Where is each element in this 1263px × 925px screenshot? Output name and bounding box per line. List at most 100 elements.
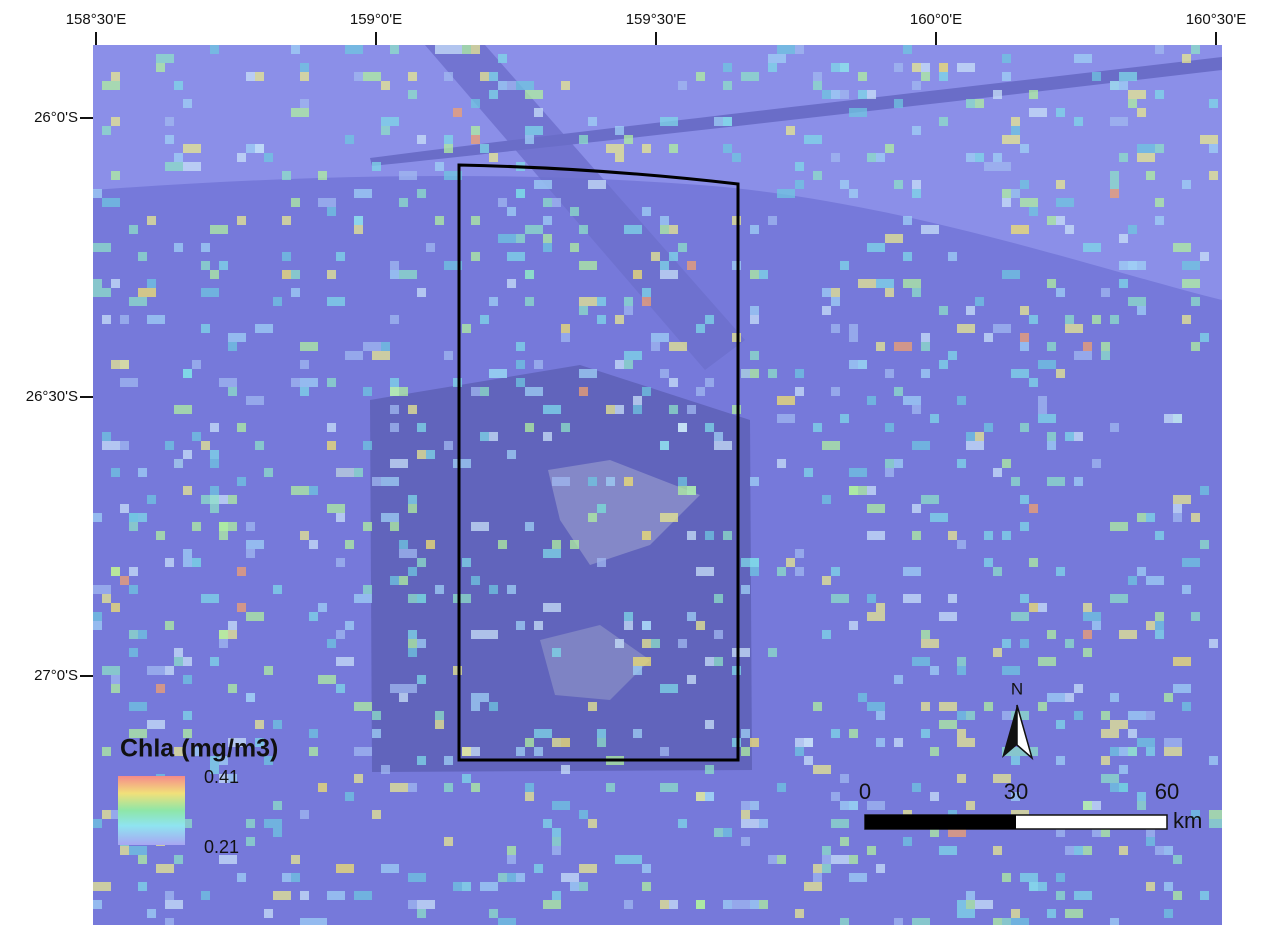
pixel [1065, 846, 1074, 855]
pixel [912, 567, 921, 576]
pixel [993, 324, 1011, 333]
pixel [336, 513, 345, 522]
pixel [264, 153, 273, 162]
pixel [624, 135, 633, 144]
pixel [1029, 504, 1038, 513]
pixel [741, 585, 750, 594]
pixel [1110, 81, 1128, 90]
pixel [1065, 693, 1074, 702]
pixel [867, 702, 885, 711]
pixel [840, 90, 849, 99]
pixel [1047, 441, 1056, 450]
pixel [444, 261, 462, 270]
pixel [966, 153, 975, 162]
pixel [1092, 72, 1101, 81]
pixel [849, 486, 867, 495]
pixel [1137, 801, 1146, 810]
pixel [1047, 693, 1065, 702]
pixel [867, 486, 876, 495]
pixel [669, 225, 678, 234]
pixel [1155, 198, 1164, 207]
pixel [768, 369, 777, 378]
pixel [579, 306, 588, 315]
pixel [1155, 621, 1164, 630]
pixel [336, 252, 345, 261]
pixel [318, 783, 327, 792]
pixel [138, 468, 147, 477]
pixel [696, 567, 714, 576]
pixel [1065, 639, 1074, 648]
pixel [777, 396, 795, 405]
pixel [1074, 54, 1092, 63]
north-arrow-left [1002, 705, 1017, 758]
pixel [1011, 189, 1020, 198]
pixel [822, 576, 831, 585]
pixel [309, 918, 327, 925]
pixel [1047, 279, 1056, 288]
pixel [444, 837, 453, 846]
pixel [849, 729, 858, 738]
pixel [939, 720, 957, 729]
pixel [111, 360, 129, 369]
pixel [309, 747, 318, 756]
pixel [957, 657, 966, 666]
pixel [642, 297, 651, 306]
pixel [831, 855, 849, 864]
pixel [741, 747, 750, 756]
pixel [498, 198, 507, 207]
pixel [444, 783, 453, 792]
pixel [183, 369, 192, 378]
pixel [678, 486, 696, 495]
pixel [948, 351, 957, 360]
pixel [93, 585, 111, 594]
pixel [327, 378, 336, 387]
pixel [561, 738, 570, 747]
pixel [930, 792, 939, 801]
pixel [1128, 90, 1146, 99]
pixel [840, 180, 849, 189]
pixel [1119, 279, 1128, 288]
pixel [669, 144, 678, 153]
pixel [300, 810, 309, 819]
pixel [723, 63, 732, 72]
pixel [543, 216, 552, 225]
pixel [912, 180, 921, 189]
pixel [120, 378, 138, 387]
pixel [435, 720, 444, 729]
pixel [588, 477, 597, 486]
pixel [255, 441, 264, 450]
pixel [228, 684, 237, 693]
pixel [237, 603, 246, 612]
pixel [390, 387, 408, 396]
pixel [1137, 261, 1146, 270]
pixel [570, 243, 579, 252]
pixel [408, 900, 417, 909]
pixel [1182, 702, 1191, 711]
pixel [822, 495, 831, 504]
pixel [597, 504, 606, 513]
pixel [1038, 702, 1047, 711]
pixel [1020, 495, 1029, 504]
pixel [1200, 486, 1209, 495]
pixel [1119, 846, 1128, 855]
pixel [417, 189, 426, 198]
pixel [507, 846, 516, 855]
pixel [1002, 747, 1020, 756]
pixel [291, 288, 300, 297]
pixel [165, 891, 174, 900]
pixel [993, 468, 1002, 477]
pixel [876, 738, 885, 747]
pixel [1173, 684, 1191, 693]
pixel [633, 405, 642, 414]
pixel [1038, 396, 1047, 405]
pixel [525, 522, 534, 531]
pixel [1056, 891, 1065, 900]
pixel [930, 666, 939, 675]
pixel [1011, 369, 1029, 378]
pixel [1110, 315, 1119, 324]
pixel [912, 189, 921, 198]
pixel [372, 477, 381, 486]
pixel [624, 612, 633, 621]
pixel [516, 189, 525, 198]
pixel [489, 702, 498, 711]
